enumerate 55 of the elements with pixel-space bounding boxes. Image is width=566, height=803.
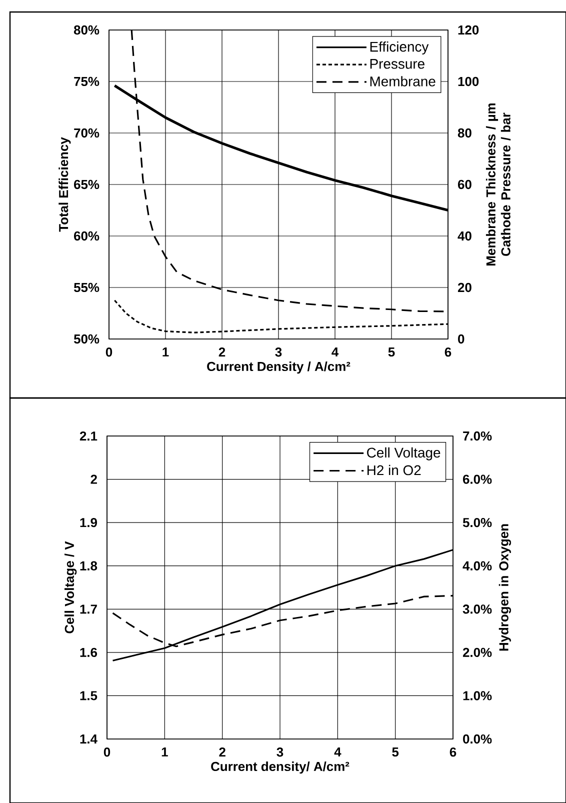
x-tick-label: 2 [218, 348, 226, 357]
y2-tick-label: 40 [458, 231, 472, 241]
y2-tick-label: 120 [458, 25, 479, 35]
x-tick-label: 6 [450, 748, 456, 757]
y2-axis-title: Membrane Thickness / µm Cathode Pressure / bar [486, 103, 511, 266]
x-axis-title: Current Density / A/cm² [207, 362, 350, 374]
y-tick-label: 1.6 [80, 648, 98, 658]
y-tick-label: 80% [74, 25, 100, 35]
x-tick-label: 4 [334, 748, 342, 756]
y2-tick-label: 100 [458, 76, 479, 86]
x-tick-label: 1 [162, 348, 169, 356]
x-tick-label: 0 [106, 348, 112, 357]
y-tick-label: 55% [74, 282, 100, 292]
y2-axis-title: Hydrogen in Oxygen [498, 524, 512, 651]
y-tick-label: 75% [74, 76, 100, 86]
y-tick-label: 60% [74, 231, 100, 241]
y-tick-label: 70% [74, 128, 100, 138]
x-tick-label: 3 [276, 748, 284, 757]
x-tick-label: 5 [388, 348, 395, 357]
y-axis-title: Cell Voltage / V [64, 541, 77, 634]
x-tick-label: 0 [104, 748, 110, 757]
x-tick-label: 3 [275, 348, 282, 357]
x-tick-label: 6 [444, 348, 452, 357]
x-tick-label: 5 [392, 748, 399, 757]
y2-tick-label: 0 [458, 334, 464, 344]
y2-tick-label: 5.0% [462, 518, 492, 528]
y2-tick-label: 80 [458, 128, 472, 138]
y-tick-label: 1.4 [80, 734, 98, 744]
y2-tick-label: 4.0% [462, 561, 492, 570]
legend-label: Cell Voltage [367, 447, 440, 460]
x-tick-label: 4 [332, 348, 339, 356]
y2-tick-label: 1.0% [463, 691, 492, 700]
y2-tick-label: 3.0% [462, 604, 492, 614]
y-tick-label: 1.9 [80, 518, 97, 528]
y2-tick-label: 2.0% [462, 648, 492, 658]
y2-tick-label: 6.0% [462, 474, 492, 484]
legend-label: Membrane [370, 76, 436, 86]
y-axis-title: Total Efficiency [58, 137, 71, 232]
y-tick-label: 1.5 [80, 691, 98, 700]
y-tick-label: 1.7 [80, 604, 97, 614]
y-tick-label: 1.8 [80, 561, 98, 570]
legend-label: H2 in O2 [367, 464, 421, 476]
y-tick-label: 65% [74, 180, 100, 190]
y2-tick-label: 60 [458, 180, 472, 190]
y2-tick-label: 7.0% [463, 431, 492, 441]
y-tick-label: 50% [74, 334, 100, 344]
legend-label: Pressure [370, 59, 424, 69]
x-axis-title: Current density/ A/cm² [211, 762, 350, 774]
y2-tick-label: 0.0% [463, 734, 492, 744]
x-tick-label: 1 [162, 748, 168, 756]
y-tick-label: 2 [90, 474, 97, 484]
x-tick-label: 2 [219, 748, 226, 757]
legend-label: Efficiency [370, 41, 429, 54]
y2-tick-label: 20 [458, 282, 472, 292]
y-tick-label: 2.1 [80, 431, 98, 441]
